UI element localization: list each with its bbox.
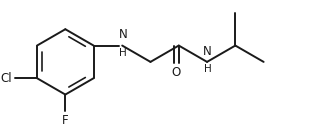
Text: H: H	[204, 64, 212, 74]
Text: Cl: Cl	[0, 72, 12, 85]
Text: N: N	[203, 45, 212, 58]
Text: H: H	[119, 48, 127, 58]
Text: O: O	[172, 66, 181, 79]
Text: N: N	[118, 29, 127, 41]
Text: F: F	[62, 114, 69, 127]
